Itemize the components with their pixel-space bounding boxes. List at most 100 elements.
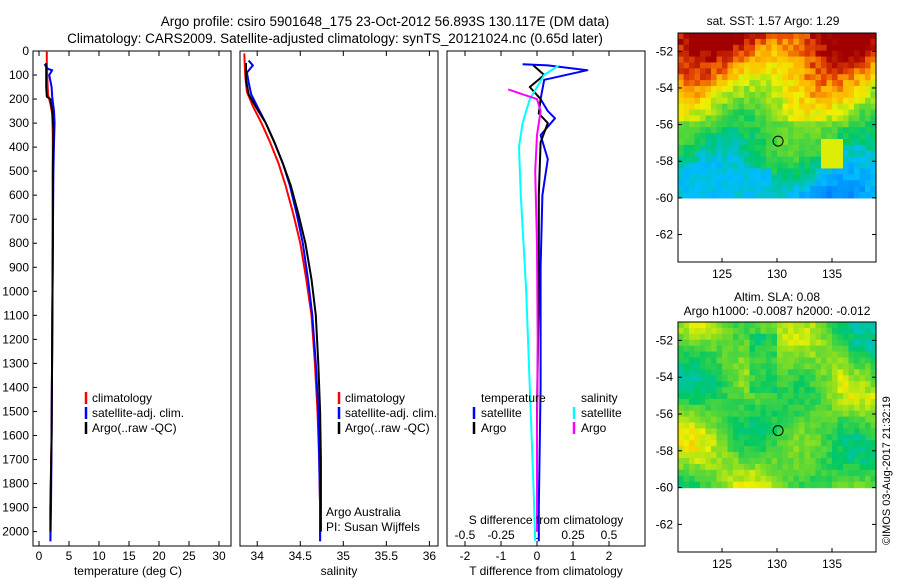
heatmap-cell — [865, 410, 872, 418]
heatmap-cell — [826, 180, 833, 187]
heatmap-cell — [683, 38, 690, 46]
heatmap-cell — [700, 97, 707, 105]
heatmap-cell — [749, 68, 756, 75]
heatmap-cell — [832, 121, 839, 128]
heatmap-cell — [766, 156, 773, 164]
heatmap-cell — [826, 138, 833, 146]
heatmap-cell — [689, 381, 696, 388]
heatmap-cell — [848, 475, 855, 483]
heatmap-cell — [788, 469, 795, 477]
heatmap-cell — [716, 422, 723, 430]
heatmap-cell — [815, 481, 822, 489]
heatmap-cell — [738, 351, 745, 359]
heatmap-cell — [777, 74, 784, 81]
heatmap-cell — [705, 68, 712, 75]
heatmap-cell — [749, 452, 756, 459]
heatmap-cell — [832, 191, 839, 199]
heatmap-cell — [694, 404, 701, 412]
heatmap-cell — [854, 168, 861, 175]
heatmap-cell — [815, 422, 822, 430]
heatmap-cell — [854, 109, 861, 117]
heatmap-cell — [821, 327, 828, 335]
heatmap-cell — [777, 44, 784, 52]
heatmap-cell — [843, 168, 850, 175]
heatmap-cell — [755, 150, 762, 158]
heatmap-cell — [865, 387, 872, 394]
heatmap-cell — [755, 38, 762, 46]
heatmap-cell — [700, 351, 707, 359]
heatmap-cell — [744, 404, 751, 412]
heatmap-cell — [854, 115, 861, 122]
heatmap-cell — [766, 109, 773, 117]
heatmap-cell — [678, 392, 685, 400]
heatmap-cell — [777, 363, 784, 370]
heatmap-cell — [859, 333, 866, 341]
heatmap-cell — [771, 387, 778, 394]
heatmap-cell — [870, 115, 877, 122]
heatmap-cell — [711, 38, 718, 46]
heatmap-cell — [716, 91, 723, 99]
heatmap-cell — [727, 452, 734, 459]
heatmap-cell — [771, 91, 778, 99]
heatmap-cell — [727, 481, 734, 489]
heatmap-cell — [744, 133, 751, 140]
heatmap-cell — [799, 469, 806, 477]
heatmap-cell — [826, 174, 833, 181]
heatmap-cell — [766, 50, 773, 58]
heatmap-cell — [859, 416, 866, 424]
heatmap-cell — [804, 50, 811, 58]
heatmap-cell — [689, 162, 696, 170]
heatmap-cell — [821, 469, 828, 477]
heatmap-cell — [733, 446, 740, 453]
heatmap-cell — [788, 191, 795, 199]
heatmap-cell — [854, 138, 861, 146]
heatmap-cell — [810, 440, 817, 447]
heatmap-cell — [689, 156, 696, 164]
heatmap-cell — [799, 91, 806, 99]
heatmap-cell — [738, 86, 745, 93]
heatmap-cell — [859, 156, 866, 164]
heatmap-cell — [810, 369, 817, 376]
heatmap-cell — [766, 168, 773, 175]
heatmap-cell — [815, 115, 822, 122]
heatmap-cell — [804, 357, 811, 364]
heatmap-cell — [804, 127, 811, 134]
heatmap-cell — [694, 440, 701, 447]
heatmap-cell — [744, 74, 751, 81]
heatmap-cell — [771, 339, 778, 347]
heatmap-cell — [832, 481, 839, 489]
heatmap-cell — [799, 333, 806, 341]
heatmap-cell — [733, 452, 740, 459]
heatmap-cell — [799, 115, 806, 122]
heatmap-cell — [694, 74, 701, 81]
heatmap-cell — [799, 44, 806, 52]
heatmap-cell — [810, 463, 817, 471]
heatmap-cell — [837, 50, 844, 58]
heatmap-cell — [738, 103, 745, 111]
heatmap-cell — [700, 475, 707, 483]
heatmap-cell — [804, 162, 811, 170]
x-tick-label: 35 — [337, 549, 351, 563]
heatmap-cell — [799, 56, 806, 64]
heatmap-cell — [689, 322, 696, 329]
heatmap-cell — [837, 327, 844, 335]
heatmap-cell — [694, 133, 701, 140]
heatmap-cell — [832, 322, 839, 329]
heatmap-cell — [854, 351, 861, 359]
heatmap-cell — [760, 440, 767, 447]
heatmap-cell — [771, 363, 778, 370]
legend-title-temperature: temperature — [481, 391, 546, 405]
heatmap-cell — [799, 398, 806, 406]
heatmap-cell — [749, 121, 756, 128]
heatmap-cell — [711, 452, 718, 459]
heatmap-cell — [722, 398, 729, 406]
heatmap-cell — [837, 398, 844, 406]
heatmap-cell — [722, 162, 729, 170]
heatmap-cell — [859, 410, 866, 418]
heatmap-cell — [821, 446, 828, 453]
heatmap-cell — [837, 138, 844, 146]
heatmap-cell — [689, 180, 696, 187]
heatmap-cell — [815, 327, 822, 335]
heatmap-cell — [716, 68, 723, 75]
heatmap-cell — [678, 440, 685, 447]
